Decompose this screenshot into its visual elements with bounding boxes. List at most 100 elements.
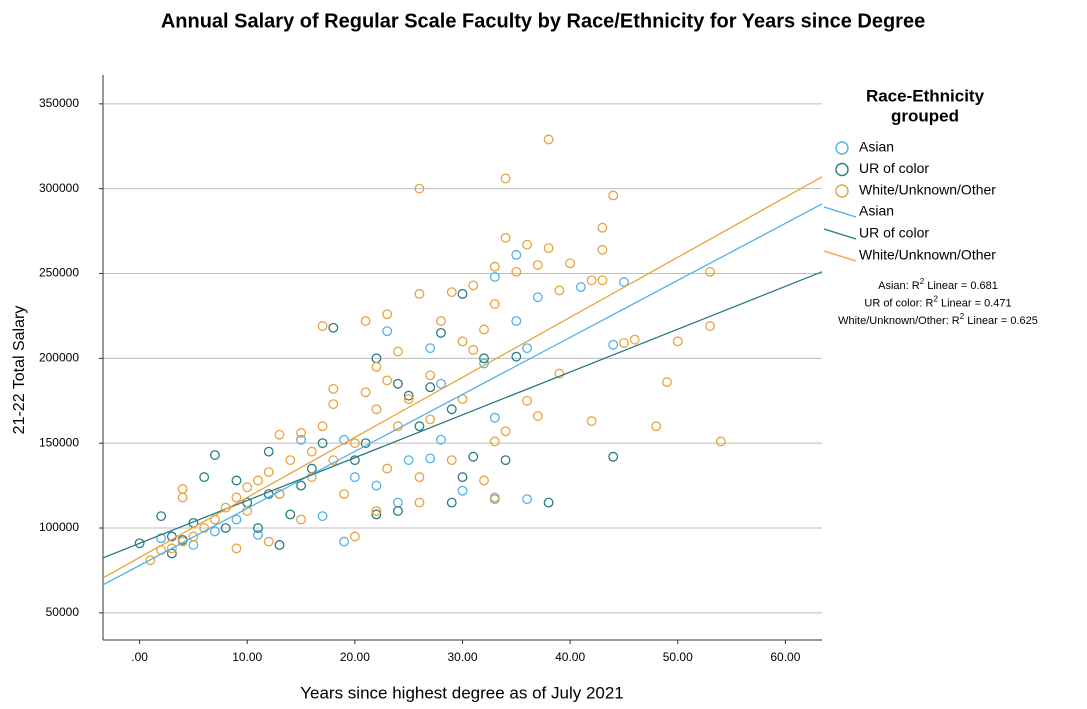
data-point (177, 492, 188, 503)
data-point (629, 334, 640, 345)
r2-sup: 2 (960, 312, 965, 321)
r2-annotation: UR of color: R2 Linear = 0.471 (864, 295, 1011, 310)
data-point (134, 538, 145, 549)
legend-title: Race-Ethnicity (866, 86, 985, 105)
data-point (360, 387, 371, 398)
data-point (436, 378, 446, 389)
data-point (479, 475, 489, 486)
y-tick-label: 100000 (39, 520, 79, 534)
data-point (360, 316, 371, 326)
data-point (392, 378, 403, 389)
data-point (522, 494, 533, 505)
data-point (371, 480, 382, 491)
data-point (274, 429, 285, 440)
data-point (489, 299, 500, 310)
data-point (231, 492, 242, 503)
data-point (317, 438, 328, 449)
y-tick-label: 200000 (39, 351, 79, 365)
data-point (532, 411, 543, 421)
data-point (511, 351, 522, 362)
data-point (339, 489, 350, 500)
data-point (500, 173, 511, 184)
data-point (425, 382, 436, 393)
legend-line (823, 250, 857, 262)
data-point (543, 243, 554, 254)
legend-label: UR of color (859, 160, 929, 176)
r2-sup: 2 (933, 295, 938, 304)
data-point (371, 361, 382, 372)
data-point (253, 529, 263, 540)
y-tick-label: 250000 (39, 266, 79, 280)
data-point (371, 506, 382, 517)
data-point (339, 536, 350, 547)
data-point (468, 451, 479, 462)
y-tick-label: 150000 (39, 435, 79, 449)
data-point (328, 399, 339, 410)
x-tick-label: 50.00 (663, 650, 693, 664)
data-point (425, 453, 436, 464)
data-point (446, 404, 457, 415)
data-point (446, 455, 457, 466)
data-point (209, 450, 220, 461)
fit-line (102, 176, 823, 579)
data-point (489, 261, 500, 272)
data-point (457, 472, 468, 483)
r2-prefix: White/Unknown/Other: R (838, 315, 960, 327)
data-point (285, 509, 296, 520)
data-point (619, 338, 629, 349)
data-point (177, 484, 188, 494)
data-point (489, 412, 500, 423)
data-point (392, 346, 403, 357)
data-point (532, 292, 543, 303)
data-point (231, 475, 242, 486)
data-point (662, 377, 672, 388)
data-point (231, 543, 242, 554)
data-point (543, 134, 554, 145)
data-point (597, 275, 608, 286)
r2-prefix: UR of color: R (864, 297, 933, 309)
y-tick-label: 300000 (39, 181, 79, 195)
data-point (145, 555, 156, 566)
data-point (328, 322, 339, 333)
x-axis-title: Years since highest degree as of July 20… (300, 683, 624, 702)
data-point (597, 222, 608, 233)
data-point (436, 327, 446, 338)
data-point (263, 467, 274, 477)
data-point (263, 536, 274, 547)
data-point (468, 280, 479, 291)
legend-line (823, 228, 857, 240)
data-point (156, 511, 167, 522)
data-point (715, 436, 726, 447)
data-point (199, 472, 210, 483)
data-point (177, 536, 188, 547)
data-point (425, 343, 436, 354)
x-tick-label: 40.00 (555, 650, 585, 664)
data-point (285, 455, 296, 466)
data-point (349, 438, 360, 449)
data-point (328, 383, 339, 394)
data-point (586, 275, 597, 286)
data-point (511, 249, 522, 260)
data-point (597, 244, 608, 255)
data-point (468, 344, 479, 355)
data-point (619, 277, 629, 287)
data-point (705, 321, 716, 332)
data-point (296, 514, 306, 525)
data-point (651, 421, 662, 432)
data-point (231, 514, 242, 525)
data-point (188, 531, 199, 542)
data-point (489, 436, 500, 447)
data-point (446, 497, 457, 508)
y-axis-title: 21-22 Total Salary (11, 306, 28, 435)
fit-line (102, 203, 823, 586)
r2-prefix: Asian: R (878, 280, 920, 292)
r2-suffix: Linear = 0.681 (924, 280, 998, 292)
y-tick-label: 350000 (39, 96, 79, 110)
data-point (425, 414, 436, 425)
data-point (705, 266, 716, 277)
data-point (672, 336, 683, 347)
legend-label: Asian (859, 203, 894, 219)
x-tick-label: 20.00 (340, 650, 370, 664)
data-point (532, 260, 543, 270)
data-point (436, 316, 446, 326)
